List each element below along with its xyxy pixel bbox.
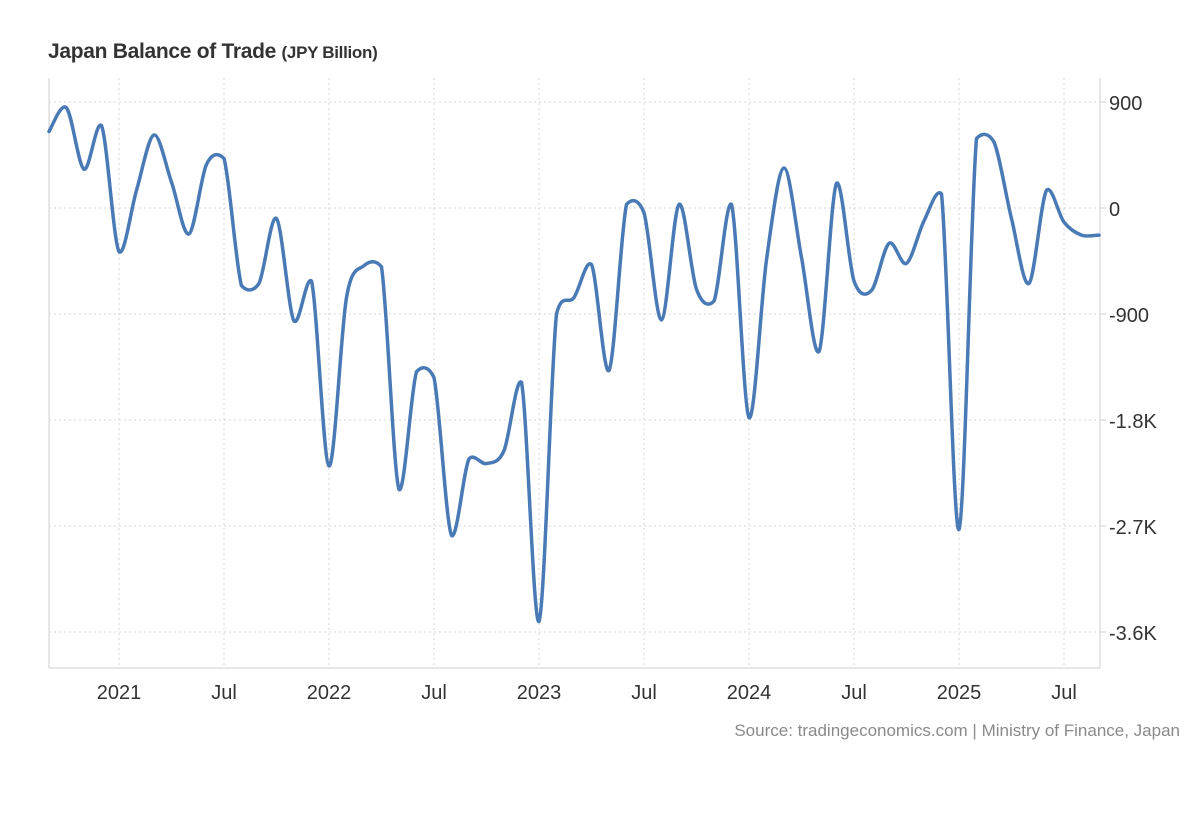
- x-tick-label: Jul: [631, 682, 657, 704]
- y-tick-label: -1.8K: [1109, 411, 1157, 433]
- x-tick-label: Jul: [421, 682, 447, 704]
- x-tick-label: 2021: [97, 682, 142, 704]
- y-tick-label: -900: [1109, 305, 1149, 327]
- x-tick-label: Jul: [1051, 682, 1077, 704]
- source-note: Source: tradingeconomics.com | Ministry …: [734, 721, 1180, 740]
- title-unit: (JPY Billion): [281, 43, 378, 62]
- x-tick-label: 2023: [517, 682, 562, 704]
- chart-title: Japan Balance of Trade (JPY Billion): [48, 40, 378, 64]
- y-tick-label: 0: [1109, 199, 1120, 221]
- x-tick-label: 2022: [307, 682, 352, 704]
- x-tick-label: 2024: [727, 682, 772, 704]
- y-tick-label: -2.7K: [1109, 517, 1157, 539]
- x-tick-label: Jul: [841, 682, 867, 704]
- x-tick-label: 2025: [937, 682, 982, 704]
- x-tick-label: Jul: [211, 682, 237, 704]
- series-line: [47, 105, 1101, 624]
- y-tick-label: 900: [1109, 93, 1142, 115]
- y-tick-label: -3.6K: [1109, 623, 1157, 645]
- title-text: Japan Balance of Trade: [48, 40, 276, 63]
